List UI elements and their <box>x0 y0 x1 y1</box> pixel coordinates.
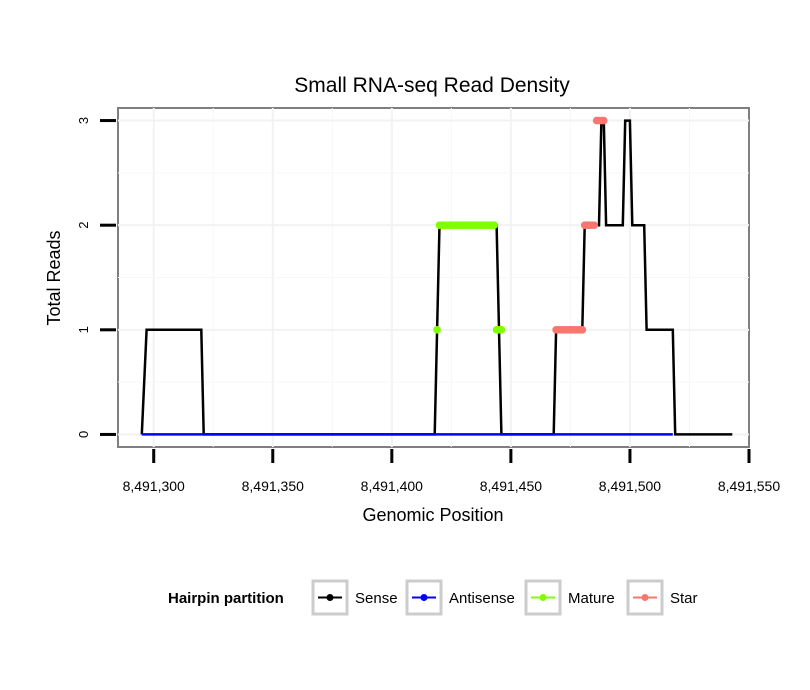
legend-label: Mature <box>568 590 615 607</box>
data-point <box>497 326 506 334</box>
legend: Hairpin partition Sense Antisense Mature St… <box>168 579 698 616</box>
data-point <box>590 221 599 229</box>
y-axis-label: Total Reads <box>44 230 64 325</box>
series-star <box>552 116 608 334</box>
x-tick-label: 8,491,550 <box>718 478 780 494</box>
legend-key-point <box>641 594 649 601</box>
y-tick-label: 0 <box>76 431 91 438</box>
data-point <box>599 116 608 125</box>
legend-item-sense: Sense <box>311 579 398 616</box>
legend-key-point <box>539 594 547 601</box>
axes: 8,491,300 8,491,350 8,491,400 8,491,450 8,49… <box>76 117 780 494</box>
legend-label: Antisense <box>449 590 515 607</box>
legend-label: Sense <box>355 590 398 607</box>
x-tick-label: 8,491,300 <box>123 478 185 494</box>
legend-item-star: Star <box>626 579 698 616</box>
data-point <box>490 221 499 229</box>
data-point <box>578 326 587 334</box>
legend-key-point <box>326 594 334 601</box>
legend-label: Star <box>670 590 698 607</box>
legend-key-point <box>420 594 428 601</box>
x-tick-label: 8,491,350 <box>242 478 304 494</box>
data-series <box>140 116 733 436</box>
x-axis-label: Genomic Position <box>362 505 503 525</box>
series-mature <box>433 221 506 334</box>
legend-title: Hairpin partition <box>168 590 284 607</box>
y-tick-label: 3 <box>76 117 91 124</box>
chart-title: Small RNA-seq Read Density <box>294 74 570 97</box>
x-tick-label: 8,491,400 <box>361 478 423 494</box>
y-tick-label: 1 <box>76 326 91 333</box>
x-tick-label: 8,491,500 <box>599 478 661 494</box>
legend-item-antisense: Antisense <box>405 579 515 616</box>
legend-item-mature: Mature <box>524 579 615 616</box>
y-tick-label: 2 <box>76 222 91 229</box>
data-point <box>433 326 441 334</box>
x-tick-label: 8,491,450 <box>480 478 542 494</box>
